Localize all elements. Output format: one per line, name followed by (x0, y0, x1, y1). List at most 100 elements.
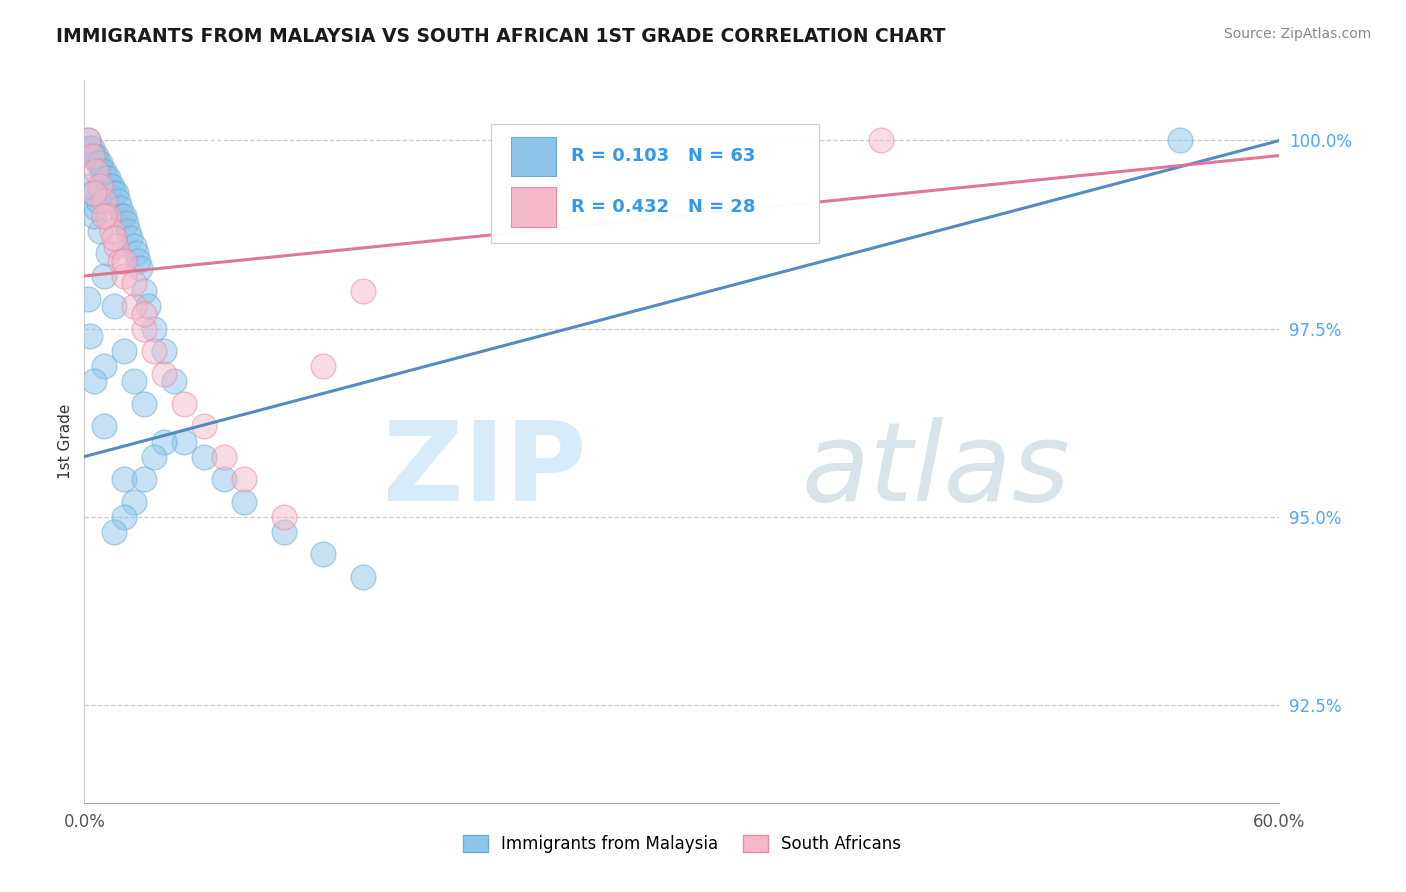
Point (143, 450, 166, 464)
Point (120, 231, 142, 245)
Point (193, 419, 215, 434)
Point (77, 133, 100, 147)
Text: R = 0.103   N = 63: R = 0.103 N = 63 (571, 147, 755, 165)
Point (98, 178, 121, 193)
Point (105, 186, 128, 201)
Point (1168, 133, 1191, 147)
Point (122, 239, 145, 253)
Point (103, 186, 125, 201)
Text: atlas: atlas (801, 417, 1070, 524)
Point (132, 284, 156, 298)
Point (112, 509, 135, 524)
Point (89, 156, 111, 170)
FancyBboxPatch shape (510, 136, 557, 177)
Point (83, 148, 105, 162)
Legend: Immigrants from Malaysia, South Africans: Immigrants from Malaysia, South Africans (456, 828, 908, 860)
Point (122, 277, 145, 291)
Point (163, 374, 186, 388)
Point (77, 292, 100, 306)
Point (79, 141, 101, 155)
Point (153, 434, 176, 449)
Point (105, 239, 128, 253)
Point (97, 246, 120, 260)
Point (122, 374, 145, 388)
Point (93, 209, 115, 223)
Point (79, 178, 101, 193)
Point (111, 209, 134, 223)
Point (132, 472, 156, 486)
Point (97, 171, 120, 186)
Point (273, 509, 295, 524)
Point (93, 163, 115, 178)
Point (232, 494, 254, 508)
Point (173, 397, 195, 411)
Point (93, 194, 115, 208)
Point (112, 209, 135, 223)
Point (86, 148, 108, 162)
Point (312, 548, 335, 562)
Point (86, 163, 108, 178)
Point (103, 299, 125, 313)
Point (89, 178, 111, 193)
Text: R = 0.432   N = 28: R = 0.432 N = 28 (571, 198, 755, 216)
Point (107, 194, 129, 208)
Point (212, 450, 235, 464)
Point (132, 321, 156, 335)
Text: ZIP: ZIP (382, 417, 586, 524)
Point (352, 284, 374, 298)
Point (110, 201, 132, 215)
Point (79, 329, 101, 343)
Point (89, 224, 111, 238)
Point (352, 570, 374, 584)
Text: Source: ZipAtlas.com: Source: ZipAtlas.com (1223, 27, 1371, 41)
FancyBboxPatch shape (510, 187, 557, 227)
Point (93, 268, 115, 283)
Point (101, 224, 124, 238)
Point (82, 148, 104, 162)
Point (143, 321, 166, 335)
Point (87, 194, 110, 208)
Point (83, 209, 105, 223)
Point (97, 209, 120, 223)
Point (143, 344, 166, 359)
Point (96, 171, 118, 186)
Point (136, 299, 159, 313)
Point (870, 133, 893, 147)
Point (86, 201, 108, 215)
Point (77, 133, 100, 147)
Point (110, 253, 132, 268)
Point (153, 344, 176, 359)
Point (91, 163, 114, 178)
Point (112, 344, 135, 359)
Point (117, 224, 139, 238)
Point (103, 231, 125, 245)
Point (127, 253, 149, 268)
Point (312, 359, 335, 374)
Point (103, 524, 125, 539)
Point (112, 472, 135, 486)
Point (153, 367, 176, 381)
Point (212, 472, 235, 486)
Point (173, 434, 195, 449)
Point (87, 156, 110, 170)
Y-axis label: 1st Grade: 1st Grade (58, 404, 73, 479)
Point (112, 268, 135, 283)
Point (132, 397, 156, 411)
Point (273, 524, 295, 539)
Point (101, 178, 124, 193)
Point (232, 472, 254, 486)
Point (82, 186, 104, 201)
Point (125, 246, 148, 260)
Point (132, 307, 156, 321)
Point (82, 141, 104, 155)
FancyBboxPatch shape (491, 124, 820, 243)
Point (129, 261, 152, 276)
Point (83, 186, 105, 201)
Point (112, 253, 135, 268)
Text: IMMIGRANTS FROM MALAYSIA VS SOUTH AFRICAN 1ST GRADE CORRELATION CHART: IMMIGRANTS FROM MALAYSIA VS SOUTH AFRICA… (56, 27, 946, 45)
Point (193, 450, 215, 464)
Point (93, 359, 115, 374)
Point (122, 494, 145, 508)
Point (115, 216, 138, 230)
Point (93, 419, 115, 434)
